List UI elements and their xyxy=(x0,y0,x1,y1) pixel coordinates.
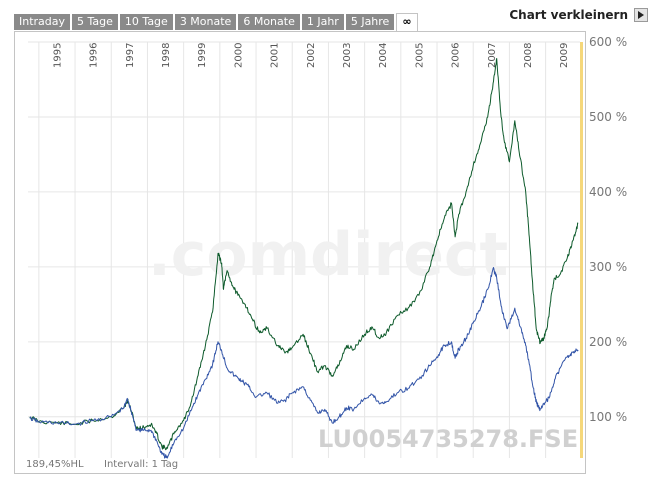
y-tick-label: 400 % xyxy=(589,185,627,199)
y-tick-label: 200 % xyxy=(589,335,627,349)
series-line-1 xyxy=(29,267,579,459)
x-tick-label: 1995 xyxy=(52,43,63,68)
tab-5-jahre[interactable]: 5 Jahre xyxy=(345,14,395,30)
x-tick-label: 1996 xyxy=(89,43,100,68)
tab-5-tage[interactable]: 5 Tage xyxy=(72,14,118,30)
tab-max[interactable]: ∞ xyxy=(396,13,418,32)
x-tick-label: 2008 xyxy=(523,43,534,68)
x-tick-label: 2005 xyxy=(414,43,425,68)
x-tick-label: 2000 xyxy=(233,43,244,68)
y-tick-label: 500 % xyxy=(589,110,627,124)
x-tick-label: 1997 xyxy=(125,43,136,68)
play-arrow-icon xyxy=(638,11,644,19)
shrink-chart-control[interactable]: Chart verkleinern xyxy=(509,8,648,22)
x-tick-label: 1998 xyxy=(161,43,172,68)
x-tick-label: 2009 xyxy=(559,43,570,68)
y-tick-label: 100 % xyxy=(589,410,627,424)
x-tick-label: 2002 xyxy=(306,43,317,68)
time-range-tabs: Intraday 5 Tage 10 Tage 3 Monate 6 Monat… xyxy=(14,13,420,32)
series-line-0 xyxy=(29,58,579,451)
tab-6-monate[interactable]: 6 Monate xyxy=(238,14,300,30)
watermark-brand: .comdirect xyxy=(148,220,508,290)
x-tick-label: 2007 xyxy=(487,43,498,68)
x-tick-label: 1999 xyxy=(197,43,208,68)
y-tick-label: 600 % xyxy=(589,35,627,49)
footer-value: 189,45%HL xyxy=(26,459,84,470)
x-axis-labels: 1995 1996 1997 1998 1999 2000 2001 2002 2003 2004… xyxy=(52,43,570,68)
watermark-isin: LU0054735278.FSE xyxy=(318,425,578,453)
footer-interval: Intervall: 1 Tag xyxy=(104,459,178,470)
x-tick-label: 2003 xyxy=(342,43,353,68)
x-tick-label: 2006 xyxy=(451,43,462,68)
series-layer xyxy=(29,58,579,459)
vertical-grid xyxy=(38,42,547,458)
y-tick-label: 300 % xyxy=(589,260,627,274)
current-date-marker xyxy=(580,42,583,458)
tab-3-monate[interactable]: 3 Monate xyxy=(174,14,237,30)
tabs-divider xyxy=(14,31,586,32)
tab-10-tage[interactable]: 10 Tage xyxy=(119,14,173,30)
y-axis-labels: 100 % 200 % 300 % 400 % 500 % 600 % xyxy=(589,35,627,424)
shrink-chart-button[interactable] xyxy=(634,8,648,22)
tab-intraday[interactable]: Intraday xyxy=(14,14,71,30)
tab-1-jahr[interactable]: 1 Jahr xyxy=(301,14,344,30)
x-tick-label: 2004 xyxy=(378,43,389,68)
x-tick-label: 2001 xyxy=(270,43,281,68)
shrink-chart-label[interactable]: Chart verkleinern xyxy=(509,8,628,22)
